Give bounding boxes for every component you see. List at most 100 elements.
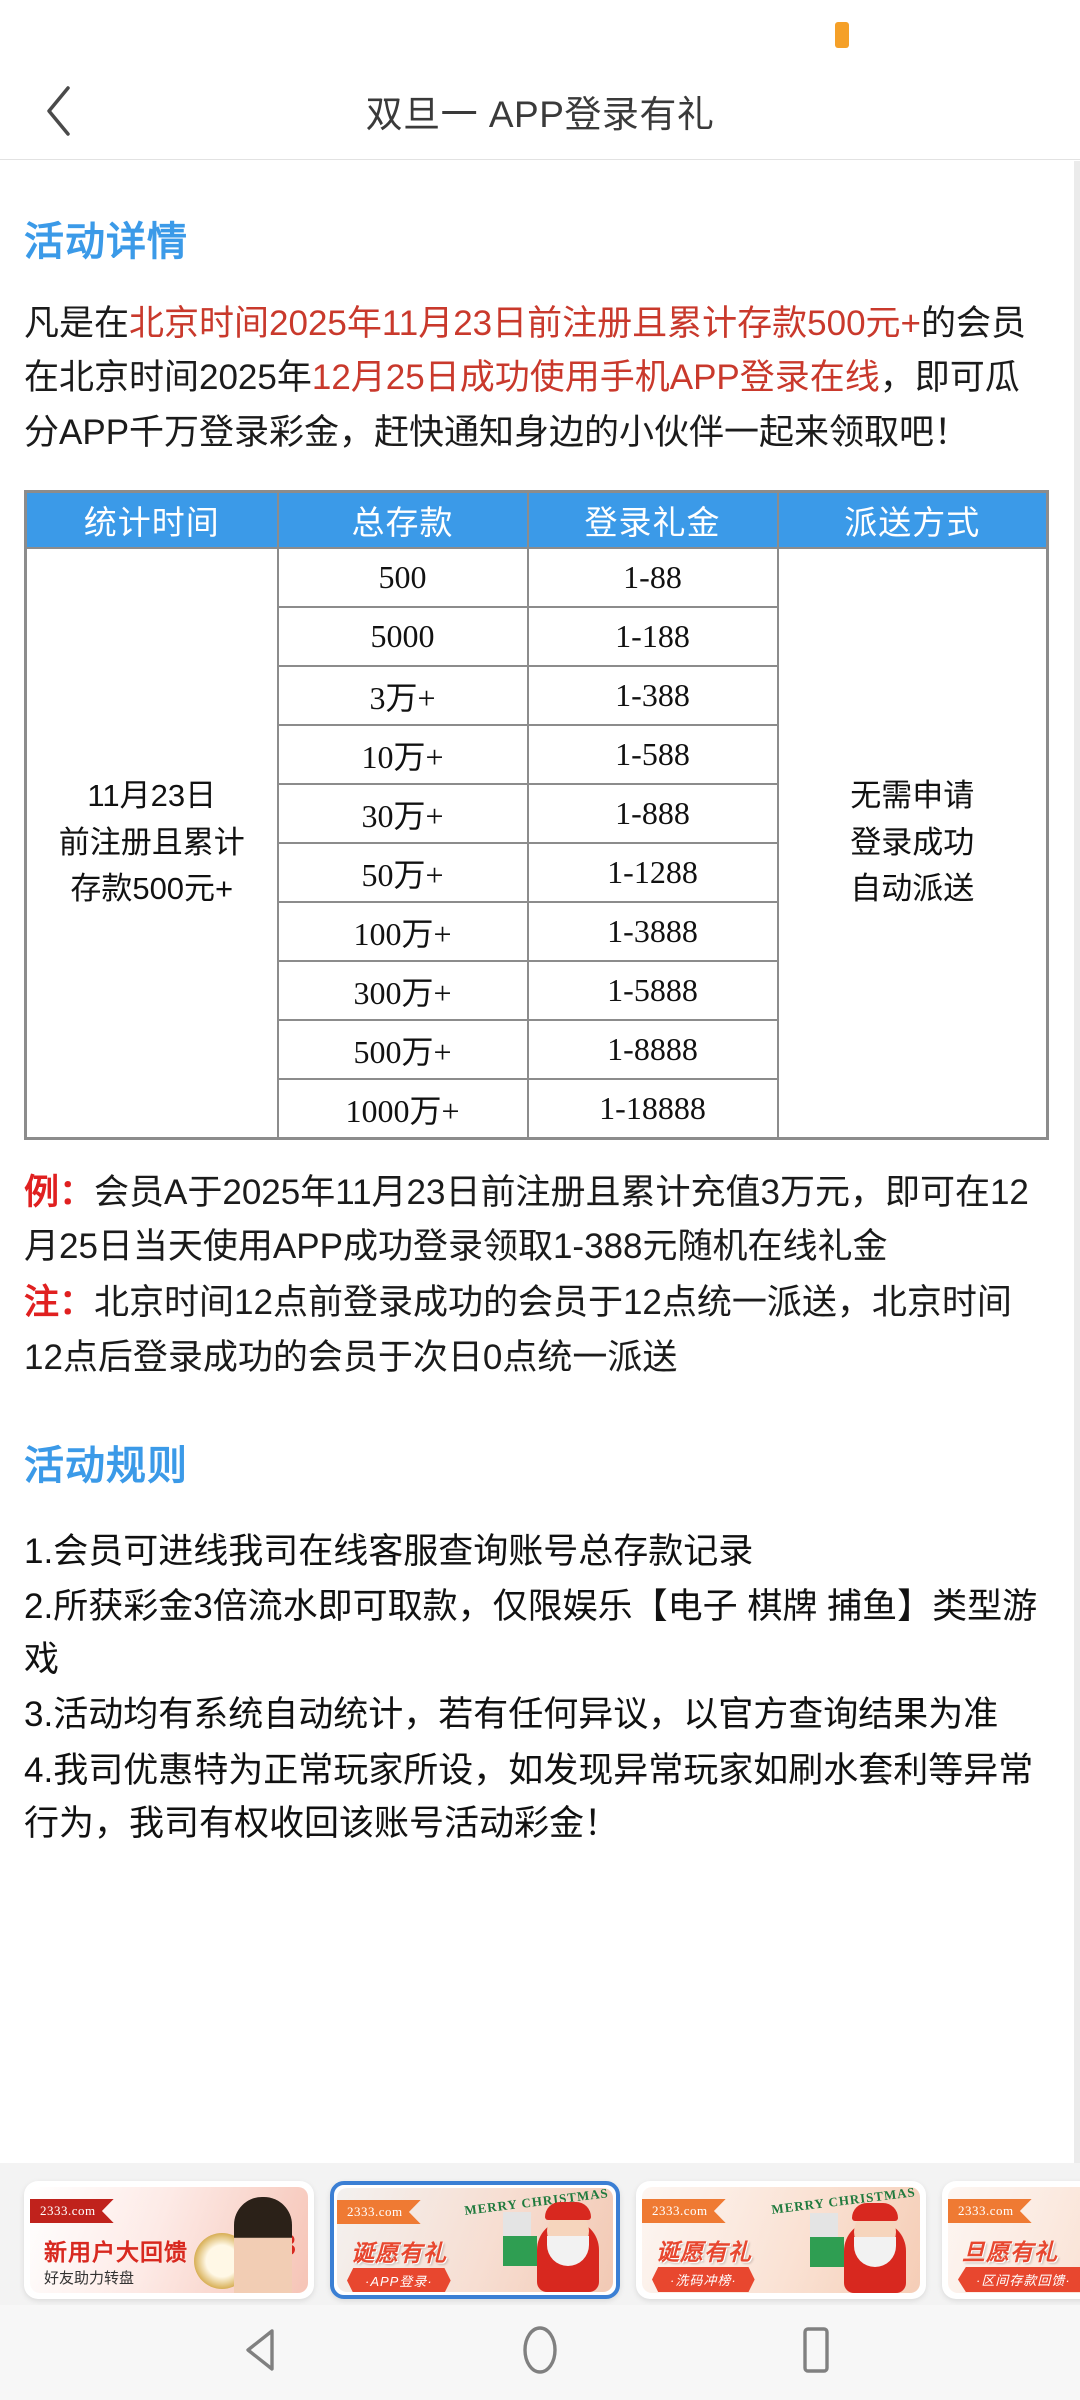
table-row: 11月23日 前注册且累计 存款500元+ 500 1-88 无需申请 登录成功 自动派送 [24, 547, 1049, 1140]
rule-item: 1.会员可进线我司在线客服查询账号总存款记录 [24, 1531, 754, 1571]
table-row: 3万+ 1-388 [26, 665, 1048, 727]
cell-delivery: 无需申请 登录成功 自动派送 [776, 547, 1049, 1140]
gift-box-icon [503, 2236, 537, 2266]
intro-part3: ，即可瓜分APP千万登录彩金，赶快通知身边的小伙伴一起来领取吧！ [24, 358, 1020, 452]
banner-brand-ribbon: 2333.com [948, 2199, 1032, 2223]
cell-gift: 1-88 [526, 547, 779, 609]
cell-stat-period: 11月23日 前注册且累计 存款500元+ [24, 547, 279, 1140]
intro-highlight2: 12月25日成功使用手机APP登录在线 [311, 358, 880, 398]
cell-deposit: 5000 [276, 606, 529, 668]
intro-paragraph: 凡是在北京时间2025年11月23日前注册且累计存款500元+的会员在北京时间2… [24, 297, 1050, 460]
activity-details-heading: 活动详情 [24, 220, 188, 264]
promo-banner-card[interactable]: 2333.com MERRY CHRISTMAS 诞愿有礼 ·洗码冲榜· [636, 2181, 926, 2299]
column-header-deposit: 总存款 [276, 490, 529, 550]
table-row: 100万+ 1-3888 [26, 901, 1048, 963]
recents-square-icon [795, 2324, 837, 2381]
back-button[interactable] [22, 74, 96, 148]
table-row: 10万+ 1-588 [26, 724, 1048, 786]
rule-item: 3.活动均有系统自动统计，若有任何异议，以官方查询结果为准 [24, 1695, 999, 1735]
note-text: 北京时间12点前登录成功的会员于12点统一派送，北京时间12点后登录成功的会员于… [24, 1283, 1012, 1377]
gift-box-icon [810, 2237, 844, 2267]
note-label: 注： [24, 1283, 95, 1323]
column-header-stat-time: 统计时间 [24, 490, 279, 550]
nav-home-button[interactable] [497, 2310, 583, 2396]
banner-brand-ribbon: 2333.com [30, 2199, 114, 2223]
rule-item: 2.所获彩金3倍流水即可取款，仅限娱乐【电子 棋牌 捕鱼】类型游戏 [24, 1586, 1038, 1680]
model-figure [234, 2197, 292, 2293]
banner-brand-ribbon: 2333.com [337, 2200, 421, 2224]
example-label: 例： [24, 1172, 95, 1212]
banner-subtitle: ·区间存款回馈· [958, 2267, 1080, 2292]
cell-gift: 1-5888 [526, 960, 779, 1022]
promo-table: 统计时间 总存款 登录礼金 派送方式 11月23日 前注册且累计 存款500元+ 50… [24, 489, 1049, 1140]
banner-title: 诞愿有礼 [656, 2239, 752, 2265]
nav-recents-button[interactable] [773, 2310, 859, 2396]
cell-deposit: 3万+ [276, 665, 529, 727]
gift-box-icon [810, 2213, 838, 2237]
cell-gift: 1-8888 [526, 1019, 779, 1081]
rule-item: 4.我司优惠特为正常玩家所设，如发现异常玩家如刷水套利等异常行为，我司有权收回该… [24, 1750, 1034, 1843]
banner-artwork: 2333.com MERRY CHRISTMAS 诞愿有礼 ·洗码冲榜· [642, 2187, 920, 2293]
banner-subtitle: 好友助力转盘 [44, 2270, 135, 2287]
banner-subtitle: ·APP登录· [347, 2268, 451, 2292]
table-header-row: 统计时间 总存款 登录礼金 派送方式 [24, 490, 1049, 550]
cell-deposit: 30万+ [276, 783, 529, 845]
table-row: 30万+ 1-888 [26, 783, 1048, 845]
banner-illustration [190, 2187, 308, 2293]
intro-part2: 的会员在北京时间2025年 [24, 304, 1026, 398]
banner-illustration [495, 2188, 613, 2292]
table-row: 300万+ 1-5888 [26, 960, 1048, 1022]
column-header-gift: 登录礼金 [526, 490, 779, 550]
example-text: 会员A于2025年11月23日前注册且累计充值3万元，即可在12月25日当天使用… [24, 1172, 1029, 1266]
example-paragraph: 例：会员A于2025年11月23日前注册且累计充值3万元，即可在12月25日当天… [24, 1166, 1050, 1275]
cell-gift: 1-588 [526, 724, 779, 786]
banner-artwork: 2333.com新用户大回馈3好友助力转盘 [30, 2187, 308, 2293]
android-navigation-bar [0, 2305, 1080, 2400]
chevron-left-icon [42, 83, 76, 139]
banner-subtitle: ·洗码冲榜· [652, 2267, 755, 2292]
content-scroll-area[interactable]: 活动详情 凡是在北京时间2025年11月23日前注册且累计存款500元+的会员在… [0, 161, 1074, 2163]
back-triangle-icon [242, 2327, 286, 2378]
promo-banner-card[interactable]: 2333.com新用户大回馈3好友助力转盘 [24, 2181, 314, 2299]
page-right-edge [1074, 161, 1080, 2163]
table-row: 500万+ 1-8888 [26, 1019, 1048, 1081]
cell-gift: 1-3888 [526, 901, 779, 963]
banner-title: 诞愿有礼 [351, 2240, 447, 2266]
page-title: 双旦一 APP登录有礼 [365, 93, 715, 135]
gift-box-icon [503, 2212, 531, 2236]
status-indicator [835, 22, 849, 48]
banner-brand-ribbon: 2333.com [642, 2199, 726, 2223]
cell-deposit: 500 [276, 547, 529, 609]
promo-banner-card[interactable]: 2333.com MERRY CHRISTMAS 诞愿有礼 ·APP登录· [330, 2181, 620, 2299]
activity-rules-heading: 活动规则 [24, 1443, 188, 1488]
banner-illustration [802, 2187, 920, 2293]
promo-banner-card[interactable]: 2333.com 旦愿有礼 ·区间存款回馈· [942, 2181, 1080, 2299]
rules-list: 1.会员可进线我司在线客服查询账号总存款记录 2.所获彩金3倍流水即可取款，仅限娱… [24, 1525, 1050, 1850]
cell-deposit: 50万+ [276, 842, 529, 904]
cell-gift: 1-888 [526, 783, 779, 845]
cell-deposit: 300万+ [276, 960, 529, 1022]
promo-table-wrapper: 统计时间 总存款 登录礼金 派送方式 11月23日 前注册且累计 存款500元+ 50… [24, 489, 1050, 1140]
intro-part1: 凡是在 [24, 304, 130, 343]
cell-deposit: 1000万+ [276, 1078, 529, 1140]
cell-deposit: 100万+ [276, 901, 529, 963]
example-note-block: 例：会员A于2025年11月23日前注册且累计充值3万元，即可在12月25日当天… [24, 1166, 1050, 1385]
cell-gift: 1-188 [526, 606, 779, 668]
cell-deposit: 10万+ [276, 724, 529, 786]
cell-gift: 1-1288 [526, 842, 779, 904]
banner-title: 新用户大回馈 [44, 2239, 188, 2265]
banner-artwork: 2333.com MERRY CHRISTMAS 诞愿有礼 ·APP登录· [337, 2188, 613, 2292]
app-bar: 双旦一 APP登录有礼 [0, 62, 1080, 160]
santa-hat [852, 2203, 898, 2221]
cell-gift: 1-388 [526, 665, 779, 727]
note-paragraph: 注：北京时间12点前登录成功的会员于12点统一派送，北京时间12点后登录成功的会… [24, 1276, 1050, 1385]
home-circle-icon [517, 2324, 563, 2381]
status-bar [0, 0, 1080, 62]
table-row: 5000 1-188 [26, 606, 1048, 668]
nav-back-button[interactable] [221, 2310, 307, 2396]
intro-highlight1: 北京时间2025年11月23日前注册且累计存款500元+ [129, 304, 921, 343]
santa-hat [545, 2202, 591, 2220]
promo-table-body: 11月23日 前注册且累计 存款500元+ 500 1-88 无需申请 登录成功 自动派送 50… [24, 547, 1049, 1140]
